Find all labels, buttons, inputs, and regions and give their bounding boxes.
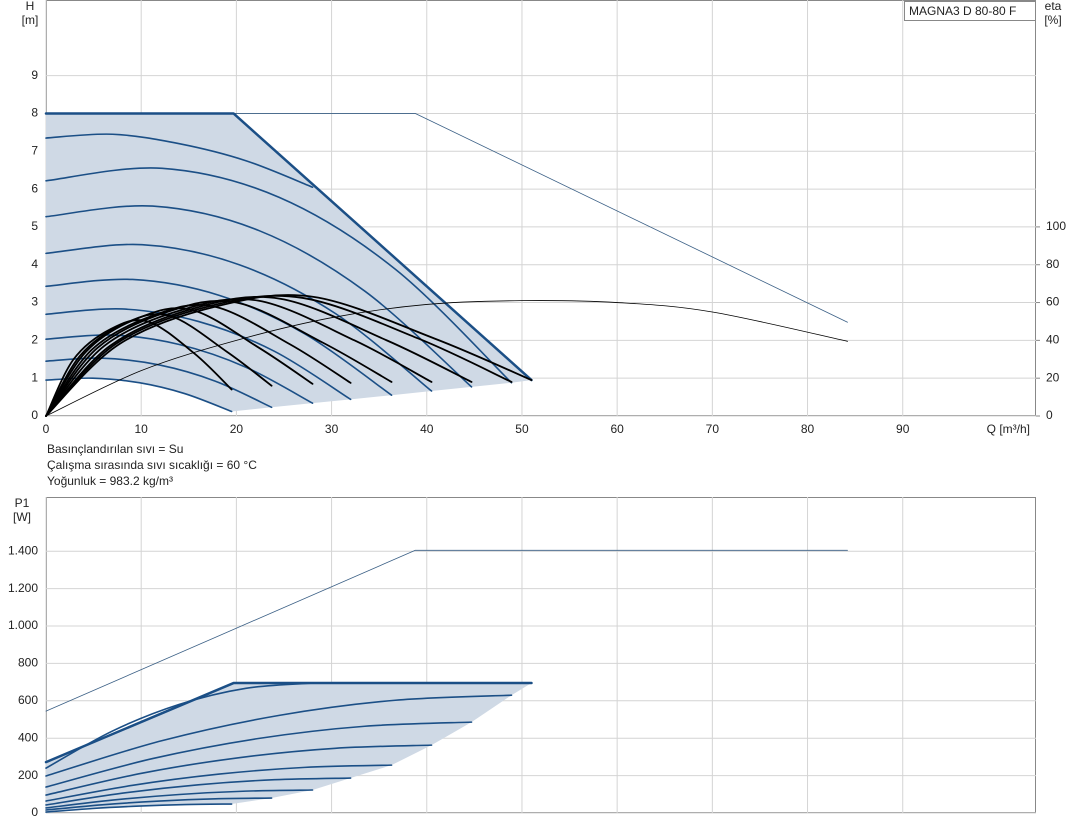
- efficiency-curve: [45, 298, 433, 417]
- performance-curve: [45, 694, 513, 777]
- y-tick-label: 1: [31, 370, 38, 384]
- operating-area: [46, 683, 532, 813]
- performance-curve: [45, 133, 314, 188]
- x-tick-label: 20: [230, 422, 244, 436]
- performance-curve: [44, 112, 533, 382]
- performance-curve: [45, 308, 352, 401]
- efficiency-curve: [45, 294, 533, 417]
- y-tick-label: 800: [18, 656, 38, 670]
- y-tick-label: 0: [31, 805, 38, 819]
- note: Yoğunluk = 983.2 kg/m³: [47, 474, 173, 488]
- y-tick-label: 4: [31, 257, 38, 271]
- performance-curve: [45, 797, 273, 811]
- efficiency-curve: [45, 307, 314, 417]
- y-axis-label: P1: [15, 496, 30, 510]
- y2-axis-unit: [%]: [1044, 13, 1061, 27]
- y2-tick-label: 80: [1046, 257, 1060, 271]
- x-tick-label: 10: [135, 422, 149, 436]
- performance-curve: [45, 744, 433, 796]
- annotation-box: [904, 1, 1036, 21]
- note: Çalışma sırasında sıvı sıcaklığı = 60 °C: [47, 458, 257, 472]
- y-tick-label: 7: [31, 143, 38, 157]
- x-axis-label: Q [m³/h]: [987, 422, 1030, 436]
- y2-tick-label: 100: [1046, 219, 1066, 233]
- performance-curve: [45, 803, 233, 813]
- performance-curve: [45, 789, 314, 809]
- performance-curve: [45, 549, 848, 712]
- x-tick-label: 40: [420, 422, 434, 436]
- efficiency-curve: [45, 299, 393, 417]
- x-tick-label: 60: [610, 422, 624, 436]
- y-tick-label: 2: [31, 333, 38, 347]
- y-axis-unit: [m]: [22, 13, 39, 27]
- x-tick-label: 50: [515, 422, 529, 436]
- x-tick-label: 70: [706, 422, 720, 436]
- y2-axis-label: eta: [1045, 0, 1062, 13]
- y-tick-label: 3: [31, 295, 38, 309]
- y-tick-label: 600: [18, 693, 38, 707]
- y2-tick-label: 60: [1046, 295, 1060, 309]
- annotation: MAGNA3 D 80-80 F: [909, 4, 1016, 18]
- efficiency-curve: [45, 296, 473, 417]
- y-tick-label: 6: [31, 181, 38, 195]
- y-axis-label: H: [26, 0, 35, 13]
- y-tick-label: 1.200: [8, 581, 38, 595]
- performance-curve: [44, 681, 533, 764]
- y2-tick-label: 20: [1046, 370, 1060, 384]
- efficiency-curve: [45, 300, 848, 417]
- y-tick-label: 8: [31, 106, 38, 120]
- operating-area: [46, 113, 532, 412]
- note: Basınçlandırılan sıvı = Su: [47, 442, 183, 456]
- y-tick-label: 1.000: [8, 618, 38, 632]
- x-tick-label: 80: [801, 422, 815, 436]
- performance-curve: [45, 204, 473, 388]
- performance-curve: [45, 721, 473, 788]
- y-axis-unit: [W]: [13, 510, 31, 524]
- y-tick-label: 0: [31, 408, 38, 422]
- performance-curve: [45, 777, 352, 806]
- performance-curve: [45, 764, 393, 802]
- y2-tick-label: 0: [1046, 408, 1053, 422]
- y-tick-label: 9: [31, 68, 38, 82]
- x-tick-label: 0: [43, 422, 50, 436]
- x-tick-label: 90: [896, 422, 910, 436]
- performance-curve: [45, 682, 314, 769]
- performance-curve: [45, 278, 393, 396]
- y-tick-label: 200: [18, 768, 38, 782]
- performance-curve: [45, 334, 314, 404]
- y-tick-label: 400: [18, 730, 38, 744]
- x-tick-label: 30: [325, 422, 339, 436]
- performance-curve: [45, 167, 513, 384]
- y2-tick-label: 40: [1046, 333, 1060, 347]
- y-tick-label: 1.400: [8, 543, 38, 557]
- performance-curve: [45, 243, 433, 392]
- y-tick-label: 5: [31, 219, 38, 233]
